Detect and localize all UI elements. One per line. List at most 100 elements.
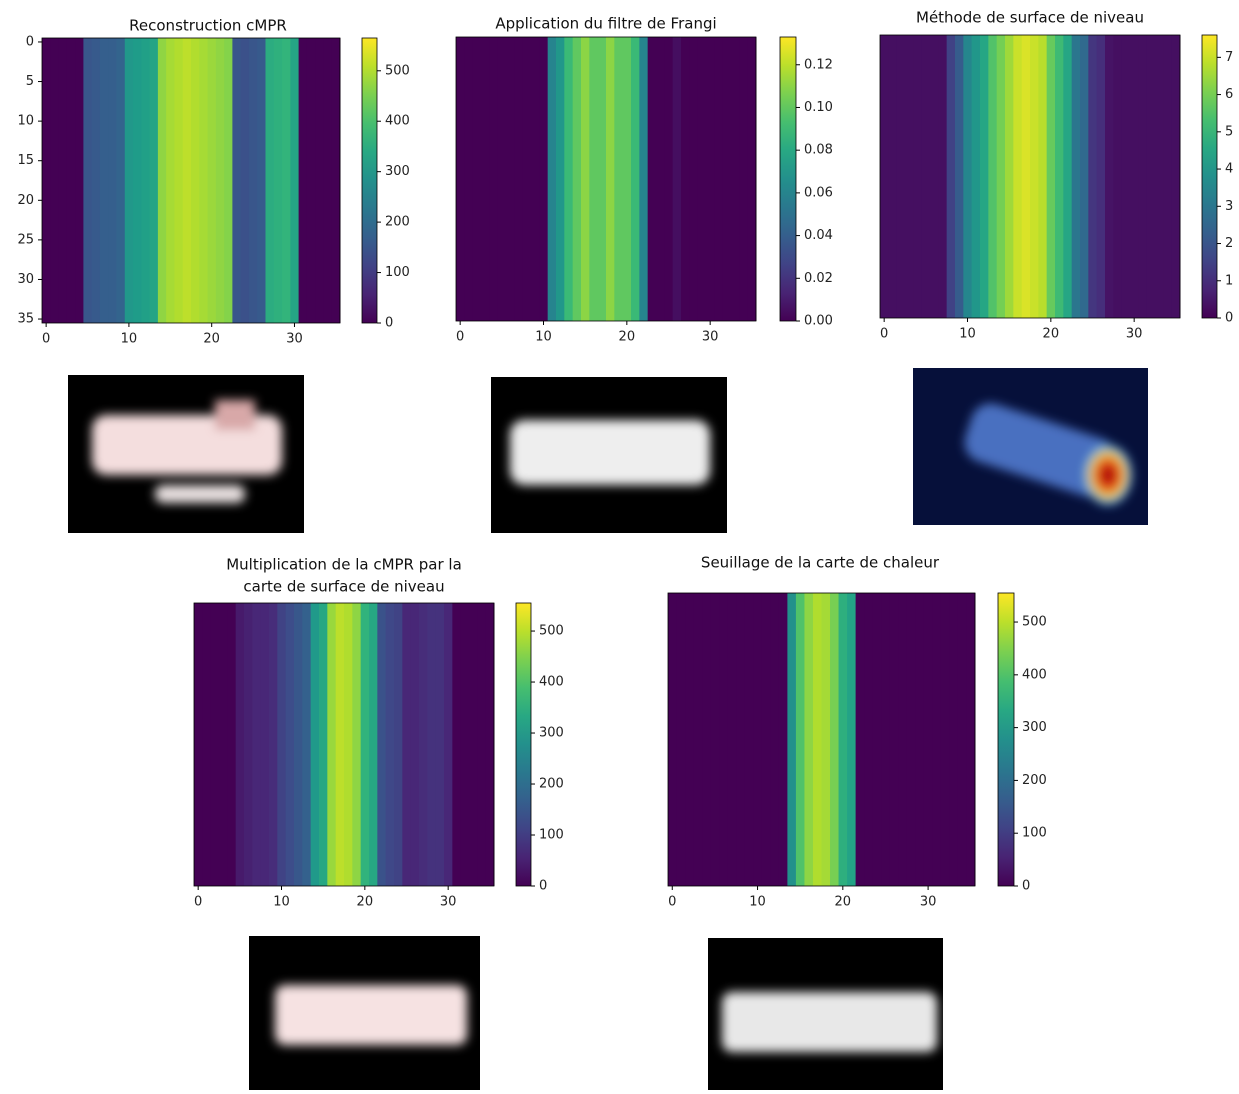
- heatmap-cell: [1130, 35, 1139, 318]
- heatmap-cell: [622, 37, 632, 321]
- heatmap-cell: [194, 603, 203, 886]
- x-tick-label: 30: [702, 330, 719, 345]
- heatmap-cell: [606, 37, 615, 321]
- heatmap-cell: [75, 38, 84, 323]
- heatmap-cell: [257, 38, 266, 323]
- heatmap-cell: [402, 603, 412, 886]
- heatmap-cell: [697, 37, 707, 321]
- heatmap-cell: [731, 37, 740, 321]
- heatmap-cell: [277, 603, 287, 886]
- colorbar-tick-label: 200: [539, 777, 564, 792]
- heatmap-cell: [497, 37, 507, 321]
- chart-title: Seuillage de la carte de chaleur: [701, 554, 940, 572]
- colorbar-tick-label: 400: [385, 114, 410, 129]
- heatmap-cell: [435, 603, 445, 886]
- x-tick-label: 0: [668, 895, 676, 910]
- heatmap-cell: [464, 37, 474, 321]
- heatmap-cell: [881, 593, 891, 886]
- heatmap-cell: [812, 593, 822, 886]
- x-tick-label: 0: [42, 332, 50, 347]
- heatmap-cell: [306, 38, 316, 323]
- x-tick-label: 10: [273, 895, 290, 910]
- render-1: [68, 375, 304, 533]
- x-tick-label: 10: [959, 327, 976, 342]
- heatmap-cell: [285, 603, 295, 886]
- heatmap-cell: [352, 603, 362, 886]
- colorbar-tick-label: 0.02: [804, 271, 833, 286]
- heatmap-cell: [1005, 35, 1014, 318]
- heatmap-cell: [42, 38, 51, 323]
- heatmap-cell: [531, 37, 540, 321]
- heatmap-cell: [727, 593, 737, 886]
- heatmap-cell: [980, 35, 989, 318]
- heatmap-cell: [872, 593, 882, 886]
- heatmap-cell: [938, 35, 948, 318]
- heatmap-cell: [1163, 35, 1173, 318]
- colorbar-tick-label: 0.10: [804, 100, 833, 115]
- x-tick-label: 10: [749, 895, 766, 910]
- heatmap-cell: [1030, 35, 1039, 318]
- heatmap-cell: [1096, 35, 1106, 318]
- heatmap-cell: [331, 38, 341, 323]
- heatmap-cell: [133, 38, 142, 323]
- heatmap-cell: [202, 603, 212, 886]
- heatmap-cell: [157, 38, 167, 323]
- colorbar-tick-label: 5: [1225, 124, 1233, 139]
- colorbar-tick-label: 100: [539, 828, 564, 843]
- heatmap-cell: [124, 38, 134, 323]
- heatmap-cell: [547, 37, 557, 321]
- heatmap-cell: [58, 38, 68, 323]
- heatmap-cell: [795, 593, 805, 886]
- heatmap-cell: [864, 593, 874, 886]
- heatmap-cell: [639, 37, 649, 321]
- heatmap-cell: [747, 37, 757, 321]
- heatmap-cell: [787, 593, 797, 886]
- colorbar-tick-label: 300: [385, 164, 410, 179]
- heatmap-cell: [83, 38, 93, 323]
- plot-frame: [193, 602, 495, 887]
- colorbar-tick-label: 4: [1225, 162, 1233, 177]
- colorbar-tick-label: 0: [1225, 311, 1233, 326]
- heatmap-cell: [722, 37, 732, 321]
- colorbar: [1201, 34, 1218, 319]
- heatmap-cell: [485, 603, 495, 886]
- heatmap-cell: [668, 593, 678, 886]
- heatmap-cell: [460, 603, 470, 886]
- heatmap-cell: [647, 37, 657, 321]
- heatmap-cell: [1088, 35, 1098, 318]
- heatmap-cell: [360, 603, 370, 886]
- heatmap-cell: [419, 603, 428, 886]
- heatmap-cell: [1155, 35, 1164, 318]
- plot-frame: [667, 592, 976, 887]
- heatmap-cell: [377, 603, 387, 886]
- colorbar-tick-label: 3: [1225, 199, 1233, 214]
- heatmap-cell: [689, 37, 699, 321]
- heatmap-cell: [410, 603, 420, 886]
- colorbar-tick-label: 200: [1022, 773, 1047, 788]
- heatmap-cell: [880, 35, 889, 318]
- heatmap-cell: [269, 603, 278, 886]
- heatmap-cell: [656, 37, 665, 321]
- heatmap-cell: [302, 603, 312, 886]
- heatmap-cell: [1138, 35, 1148, 318]
- heatmap-cell: [248, 38, 258, 323]
- heatmap-cell: [838, 593, 848, 886]
- heatmap-cell: [770, 593, 780, 886]
- heatmap-cell: [702, 593, 712, 886]
- heatmap-cell: [506, 37, 515, 321]
- heatmap-cell: [706, 37, 715, 321]
- heatmap-cell: [344, 603, 353, 886]
- x-tick-label: 30: [440, 895, 457, 910]
- heatmap-cell: [1021, 35, 1031, 318]
- heatmap-cell: [906, 593, 916, 886]
- heatmap-cell: [50, 38, 60, 323]
- colorbar-tick-label: 500: [539, 624, 564, 639]
- heatmap-cell: [996, 35, 1006, 318]
- chart-title: Reconstruction cMPR: [129, 17, 287, 35]
- heatmap-cell: [310, 603, 320, 886]
- heatmap-cell: [778, 593, 788, 886]
- heatmap-cell: [427, 603, 437, 886]
- x-tick-label: 20: [1043, 327, 1060, 342]
- heatmap-cell: [290, 38, 300, 323]
- heatmap-cell: [394, 603, 403, 886]
